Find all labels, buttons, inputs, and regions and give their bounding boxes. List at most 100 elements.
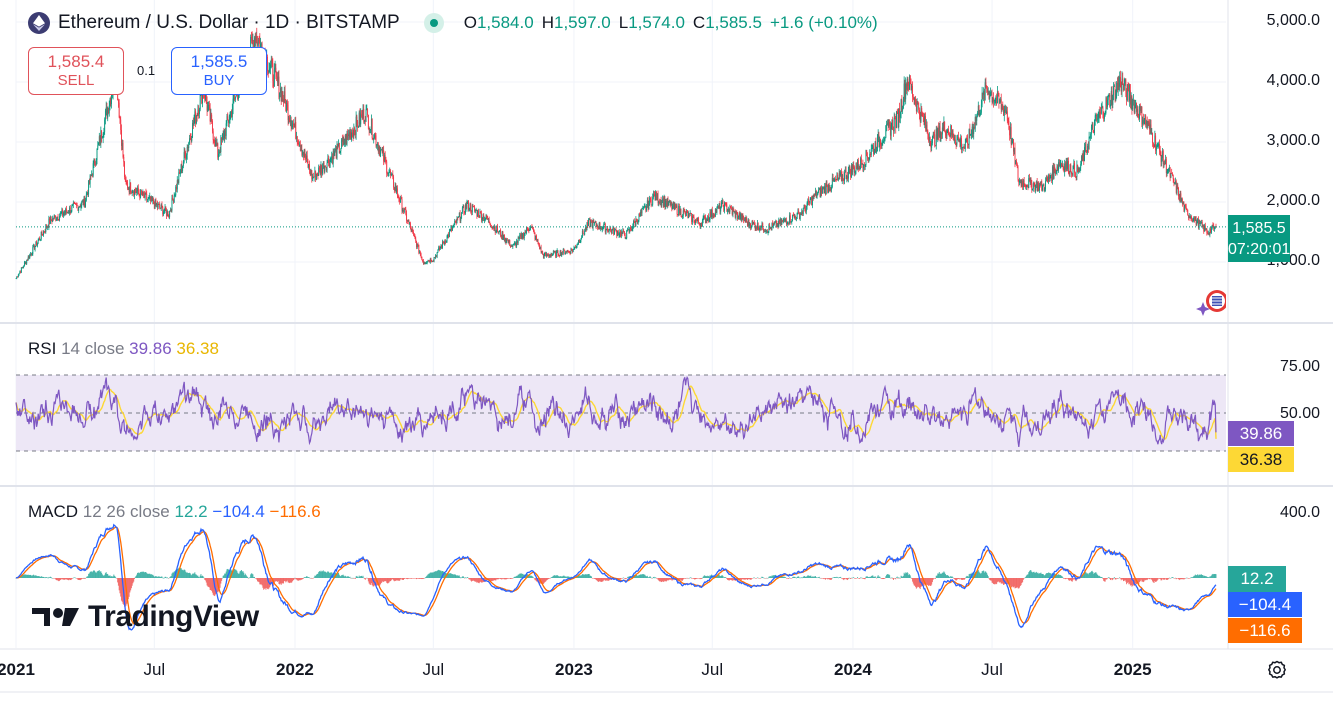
macd-histogram-bar — [1003, 578, 1005, 585]
candle-body — [377, 143, 378, 146]
macd-histogram-bar — [1210, 575, 1212, 578]
candle-body — [230, 111, 232, 114]
candle-body — [891, 119, 893, 127]
macd-histogram-bar — [173, 571, 175, 578]
candle-body — [887, 122, 889, 126]
sell-button[interactable]: 1,585.4 SELL — [28, 47, 124, 95]
macd-histogram-bar — [1064, 578, 1066, 579]
candle-body — [1094, 119, 1095, 133]
macd-histogram-bar — [1028, 572, 1030, 578]
candle-body — [275, 67, 277, 73]
candle-body — [330, 158, 332, 160]
time-axis-label: 2022 — [276, 660, 314, 679]
macd-histogram-bar — [1130, 578, 1132, 586]
macd-histogram-bar — [1042, 574, 1044, 578]
macd-histogram-bar — [327, 571, 329, 578]
macd-histogram-bar — [264, 578, 266, 589]
candle-body — [368, 128, 370, 131]
candle-body — [88, 180, 90, 195]
candle-body — [802, 208, 804, 215]
candle-body — [1042, 185, 1043, 191]
candle-body — [950, 125, 952, 136]
candle-body — [636, 221, 638, 224]
rsi-legend[interactable]: RSI 14 close 39.86 36.38 — [28, 339, 219, 359]
candle-body — [809, 199, 811, 203]
macd-pane[interactable] — [15, 523, 1217, 631]
macd-histogram-bar — [276, 578, 278, 582]
macd-histogram-bar — [107, 575, 109, 578]
macd-histogram-bar — [143, 572, 145, 578]
macd-histogram-bar — [192, 573, 194, 578]
macd-histogram-bar — [584, 574, 586, 578]
economic-events-icon[interactable] — [1196, 286, 1228, 316]
candle-body — [924, 116, 926, 125]
candle-body — [61, 209, 63, 213]
candle-body — [338, 142, 340, 154]
rsi-pane[interactable] — [15, 374, 1226, 452]
candle-body — [83, 197, 85, 206]
candle-body — [423, 263, 425, 264]
macd-histogram-bar — [904, 573, 906, 578]
candle-body — [40, 239, 41, 241]
candle-body — [351, 132, 352, 140]
macd-histogram-bar — [583, 574, 585, 578]
candle-body — [718, 203, 720, 208]
candle-body — [1061, 164, 1063, 167]
candle-body — [493, 226, 495, 229]
candle-body — [823, 187, 825, 194]
candle-body — [300, 149, 302, 151]
macd-histogram-bar — [255, 578, 257, 579]
macd-histogram-bar — [145, 572, 147, 578]
candle-body — [1003, 107, 1004, 116]
macd-histogram-bar — [120, 578, 122, 597]
gear-icon[interactable] — [1266, 659, 1288, 681]
macd-histogram-bar — [688, 578, 690, 579]
macd-histogram-bar — [40, 576, 42, 578]
candle-body — [533, 229, 534, 232]
macd-histogram-bar — [39, 576, 41, 578]
candle-body — [407, 220, 409, 222]
macd-histogram-bar — [412, 578, 414, 579]
candle-body — [155, 199, 157, 205]
candle-body — [507, 240, 509, 243]
candle-body — [1210, 229, 1212, 233]
candle-body — [503, 234, 505, 240]
candle-body — [459, 212, 461, 221]
macd-histogram-bar — [461, 576, 463, 578]
pane-dividers[interactable] — [0, 0, 1333, 693]
macd-histogram-bar — [155, 576, 157, 578]
macd-histogram-bar — [15, 578, 17, 579]
candle-body — [1096, 114, 1098, 120]
candle-body — [429, 261, 430, 263]
macd-histogram-bar — [563, 575, 565, 578]
candle-body — [769, 227, 771, 229]
macd-histogram-bar — [789, 577, 791, 579]
candle-body — [812, 195, 814, 199]
candle-body — [547, 254, 549, 256]
candle-body — [348, 134, 349, 136]
candle-body — [541, 251, 543, 253]
macd-histogram-bar — [379, 578, 381, 586]
candle-body — [893, 130, 894, 132]
candle-body — [577, 244, 579, 245]
macd-histogram-bar — [120, 578, 122, 601]
buy-button[interactable]: 1,585.5 BUY — [171, 47, 267, 95]
macd-histogram-bar — [1183, 578, 1185, 580]
symbol-title[interactable]: Ethereum / U.S. Dollar · 1D · BITSTAMP — [58, 12, 400, 33]
macd-legend[interactable]: MACD 12 26 close 12.2 −104.4 −116.6 — [28, 502, 321, 522]
macd-histogram-bar — [944, 573, 946, 578]
candle-body — [564, 250, 566, 255]
candle-body — [705, 218, 707, 223]
candle-body — [1028, 178, 1030, 188]
macd-histogram-bar — [70, 578, 72, 581]
candle-body — [1118, 82, 1120, 87]
macd-histogram-bar — [526, 574, 528, 578]
candle-body — [724, 202, 725, 211]
candle-body — [936, 128, 938, 139]
candle-body — [1139, 105, 1141, 111]
market-open-status-icon[interactable] — [423, 13, 444, 33]
tradingview-logo[interactable]: TradingView — [32, 600, 259, 634]
macd-histogram-bar — [639, 574, 641, 578]
macd-histogram-bar — [1194, 575, 1196, 578]
